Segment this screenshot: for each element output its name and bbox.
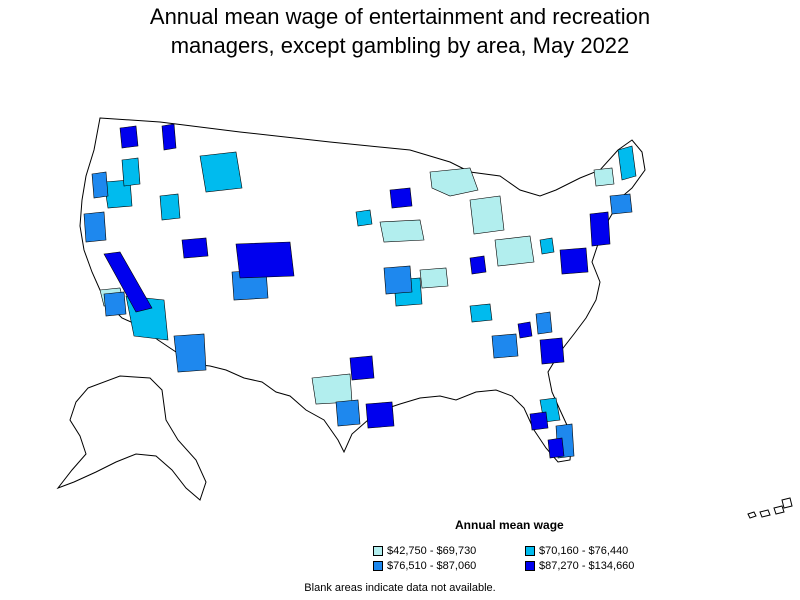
- legend-label-class-2: $70,160 - $76,440: [539, 545, 629, 557]
- legend-swatch-class-1: [373, 546, 383, 556]
- legend-item-class-3: $76,510 - $87,060: [373, 559, 476, 573]
- legend-swatch-class-3: [373, 561, 383, 571]
- legend-swatch-class-4: [525, 561, 535, 571]
- alaska-outline: [56, 375, 207, 501]
- map-title-line-2: managers, except gambling by area, May 2…: [170, 33, 630, 58]
- footnote: Blank areas indicate data not available.: [304, 582, 496, 594]
- map-title: Annual mean wage of entertainment and re…: [0, 2, 800, 60]
- areas-class-4: [103, 123, 611, 459]
- areas-class-3: [83, 171, 633, 459]
- hawaii-islands: [747, 497, 793, 519]
- legend-item-class-1: $42,750 - $69,730: [373, 544, 476, 558]
- legend-swatch-class-2: [525, 546, 535, 556]
- legend-item-class-4: $87,270 - $134,660: [525, 559, 634, 573]
- legend-label-class-4: $87,270 - $134,660: [539, 560, 635, 572]
- legend-label-class-3: $76,510 - $87,060: [387, 560, 477, 572]
- legend-label-class-1: $42,750 - $69,730: [387, 545, 477, 557]
- legend-title: Annual mean wage: [455, 518, 564, 532]
- map-title-line-1: Annual mean wage of entertainment and re…: [149, 4, 651, 29]
- legend-item-class-2: $70,160 - $76,440: [525, 544, 628, 558]
